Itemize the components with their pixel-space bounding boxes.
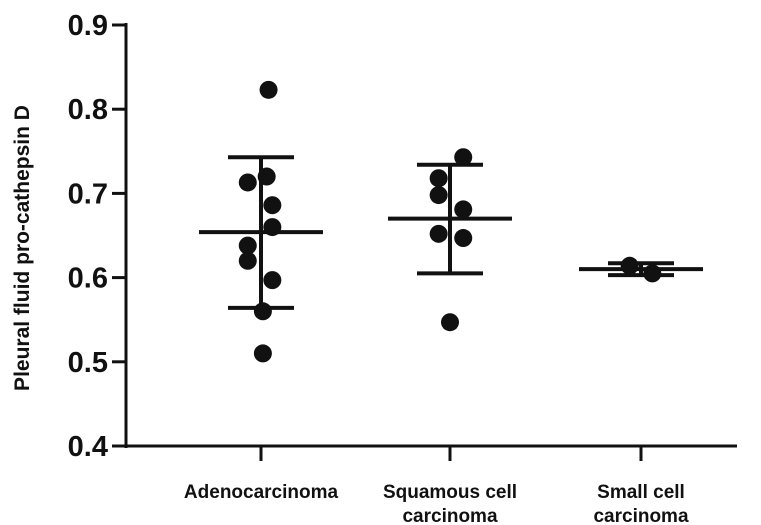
data-point [253,344,272,363]
data-point [263,218,282,237]
data-point [620,256,639,275]
y-axis: 0.4 0.5 0.6 0.7 0.8 0.9 [68,10,128,463]
x-category-label: Small cell [597,482,685,503]
data-point [454,229,473,248]
data-groups [199,80,703,363]
data-point [263,196,282,215]
data-point [429,169,448,188]
x-category-label: Adenocarcinoma [184,482,339,503]
data-point [253,302,272,321]
y-tick-label: 0.7 [68,178,108,210]
y-tick-label: 0.9 [68,10,108,42]
data-point [429,186,448,205]
y-tick-label: 0.8 [68,94,108,126]
x-category-label-line2: carcinoma [402,506,497,525]
data-point [238,173,257,192]
y-tick-label: 0.4 [68,431,108,463]
data-point [643,264,662,283]
data-point [238,236,257,255]
x-category-label: Squamous cell [383,482,517,503]
y-axis-title: Pleural fluid pro-cathepsin D [11,105,34,391]
y-tick-label: 0.5 [68,347,108,379]
data-point [238,251,257,270]
data-group [579,256,703,283]
data-point [454,148,473,167]
data-point [263,271,282,290]
x-category-label-line2: carcinoma [593,506,688,525]
data-group [388,148,512,332]
data-point [441,313,459,332]
data-point [454,200,473,219]
data-point [257,167,276,186]
data-point [429,224,448,243]
data-group [199,80,323,363]
y-tick-label: 0.6 [68,263,108,295]
x-axis: Adenocarcinoma Squamous cell carcinoma Smal… [124,444,737,525]
data-point [259,80,278,99]
